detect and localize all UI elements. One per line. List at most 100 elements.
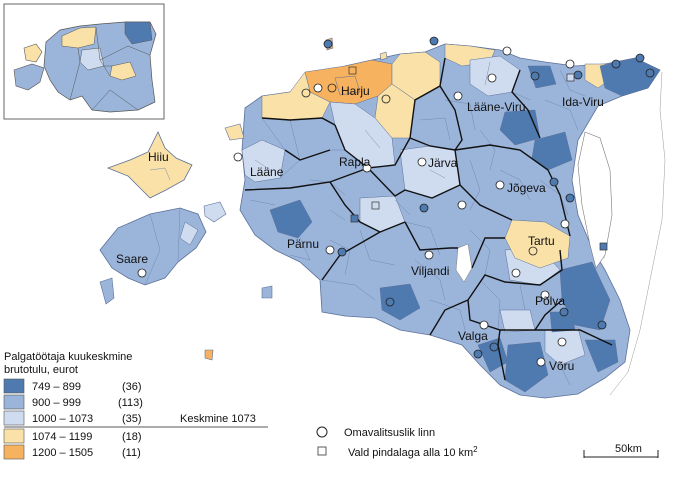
legend-count-1: (36) — [122, 381, 142, 393]
class1-idaviru-north — [527, 65, 557, 89]
kihnu-island — [261, 285, 273, 299]
vormsi-island — [224, 123, 245, 141]
class1-voru-east — [584, 339, 619, 373]
class1-parnu-west — [269, 199, 313, 239]
city-marker — [511, 268, 521, 278]
city-marker — [419, 203, 429, 213]
small-parish-symbols — [348, 66, 608, 251]
city-symbols — [137, 36, 655, 367]
county-label-parnu: Pärnu — [287, 237, 319, 251]
legend-swatch-4 — [3, 428, 25, 444]
city-marker — [385, 297, 395, 307]
county-borders — [244, 57, 613, 381]
class3-valga-east — [499, 309, 536, 333]
city-marker — [301, 88, 311, 98]
class-regions — [241, 43, 661, 393]
inset-harju-area — [61, 26, 97, 49]
legend-average-label: Keskmine 1073 — [180, 413, 256, 425]
legend-title-line2: brutotulu, eurot — [4, 364, 78, 376]
county-labels: Harju Lääne-Viru Ida-Viru Hiiu Lääne Rap… — [116, 84, 604, 373]
legend-range-2: 900 – 999 — [32, 397, 81, 409]
saaremaa-tail — [99, 277, 115, 305]
city-marker — [313, 83, 323, 93]
prangli-island — [379, 51, 388, 61]
scale-bar: 50km — [583, 443, 659, 458]
city-marker — [530, 71, 540, 81]
legend-count-4: (18) — [122, 431, 142, 443]
county-label-laane: Lääne — [250, 165, 284, 179]
small-parish-marker — [566, 73, 575, 82]
city-marker — [495, 180, 505, 190]
county-label-rapla: Rapla — [339, 155, 371, 169]
city-marker — [417, 157, 427, 167]
city-marker — [536, 357, 546, 367]
city-marker — [362, 163, 372, 173]
lake-vortsjarv — [455, 243, 473, 283]
county-label-polva: Põlva — [535, 294, 565, 308]
city-marker — [565, 59, 575, 69]
city-marker — [560, 219, 570, 229]
city-marker — [559, 307, 569, 317]
legend-range-5: 1200 – 1505 — [32, 447, 93, 459]
city-marker — [457, 200, 467, 210]
saaremaa-inner-border-1 — [144, 213, 161, 286]
small-parish-label: Vald pindalaga alla 10 km2 — [348, 445, 478, 459]
city-marker — [528, 246, 538, 256]
inset-saaremaa — [13, 63, 45, 91]
city-marker — [323, 39, 333, 49]
symbol-notes: Omavalitsuslik linn Vald pindalaga alla … — [316, 426, 478, 459]
city-marker — [549, 177, 559, 187]
city-marker — [573, 70, 583, 80]
municipality-borders — [249, 61, 606, 386]
county-label-viljandi: Viljandi — [411, 264, 449, 278]
saaremaa-light-patch — [179, 221, 199, 246]
legend-count-3: (35) — [122, 413, 142, 425]
class1-idaviru-south — [531, 131, 573, 171]
legend-count-5: (11) — [122, 447, 141, 459]
small-parish-marker — [350, 214, 359, 223]
city-marker — [487, 73, 497, 83]
inset-idaviru-area — [124, 21, 153, 45]
small-parish-key — [317, 446, 327, 456]
state-border-east — [609, 71, 666, 396]
lake-peipus — [577, 131, 613, 269]
saaremaa-inner-border-2 — [177, 207, 181, 263]
city-marker — [502, 46, 512, 56]
legend-range-4: 1074 – 1199 — [32, 431, 92, 443]
legend-title-line1: Palgatöötaja kuukeskmine — [4, 351, 132, 363]
inset-center-area — [79, 47, 105, 71]
legend-range-1: 749 – 899 — [32, 381, 81, 393]
city-marker — [557, 337, 567, 347]
inset-map — [3, 3, 165, 120]
muhu-island — [203, 201, 227, 223]
inset-tartu-area — [109, 61, 137, 81]
legend-swatch-3 — [3, 410, 25, 426]
county-label-harju: Harju — [341, 84, 370, 98]
city-marker — [233, 152, 243, 162]
small-parish-marker — [599, 242, 608, 251]
city-marker — [381, 94, 391, 104]
small-parish-marker — [371, 201, 380, 210]
city-symbol-key — [316, 426, 328, 438]
legend-swatch-1 — [3, 378, 25, 394]
city-marker — [645, 68, 655, 78]
legend-count-2: (113) — [118, 397, 143, 409]
city-symbol-label: Omavalitsuslik linn — [344, 427, 435, 439]
county-label-voru: Võru — [549, 359, 574, 373]
county-label-jarva: Järva — [428, 156, 458, 170]
city-marker — [635, 53, 645, 63]
city-marker — [611, 59, 621, 69]
city-marker — [473, 349, 483, 359]
city-marker — [337, 247, 347, 257]
hiiumaa-inner-border — [149, 167, 171, 181]
class1-viru-center — [499, 109, 541, 146]
city-marker — [424, 250, 434, 260]
city-marker — [137, 268, 147, 278]
county-label-tartu: Tartu — [528, 234, 555, 248]
scale-bar-label: 50km — [615, 443, 642, 455]
county-label-valga: Valga — [458, 329, 488, 343]
city-marker — [479, 320, 489, 330]
legend-swatch-2 — [3, 394, 25, 410]
class1-viljandi-south — [379, 283, 421, 321]
